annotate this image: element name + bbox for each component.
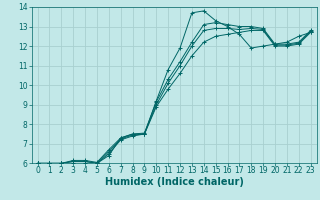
X-axis label: Humidex (Indice chaleur): Humidex (Indice chaleur) [105,177,244,187]
